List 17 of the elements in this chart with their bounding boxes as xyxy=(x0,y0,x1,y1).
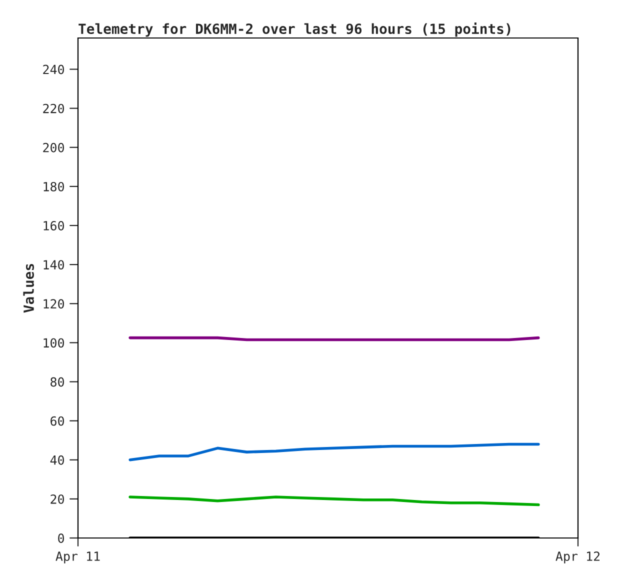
y-tick-label: 240 xyxy=(43,64,64,74)
y-tick-label: 0 xyxy=(58,534,64,543)
y-axis-title: Values xyxy=(23,264,34,313)
chart-title: Telemetry for DK6MM-2 over last 96 hours (15 points) xyxy=(78,22,510,37)
x-tick-label: Apr 12 xyxy=(556,551,600,564)
y-tick-label: 40 xyxy=(50,455,64,465)
y-tick-label: 80 xyxy=(50,377,64,387)
y-tick-label: 120 xyxy=(44,299,64,309)
y-tick-label: 200 xyxy=(43,142,64,152)
y-tick-label: 20 xyxy=(50,494,64,504)
y-tick-label: 160 xyxy=(44,221,64,230)
y-tick-label: 180 xyxy=(44,182,64,192)
x-tick-label: Apr 11 xyxy=(56,552,100,564)
y-tick-label: 220 xyxy=(43,104,64,114)
y-tick-label: 100 xyxy=(44,338,64,348)
y-tick-label: 60 xyxy=(50,416,64,426)
y-tick-label: 140 xyxy=(44,260,64,270)
